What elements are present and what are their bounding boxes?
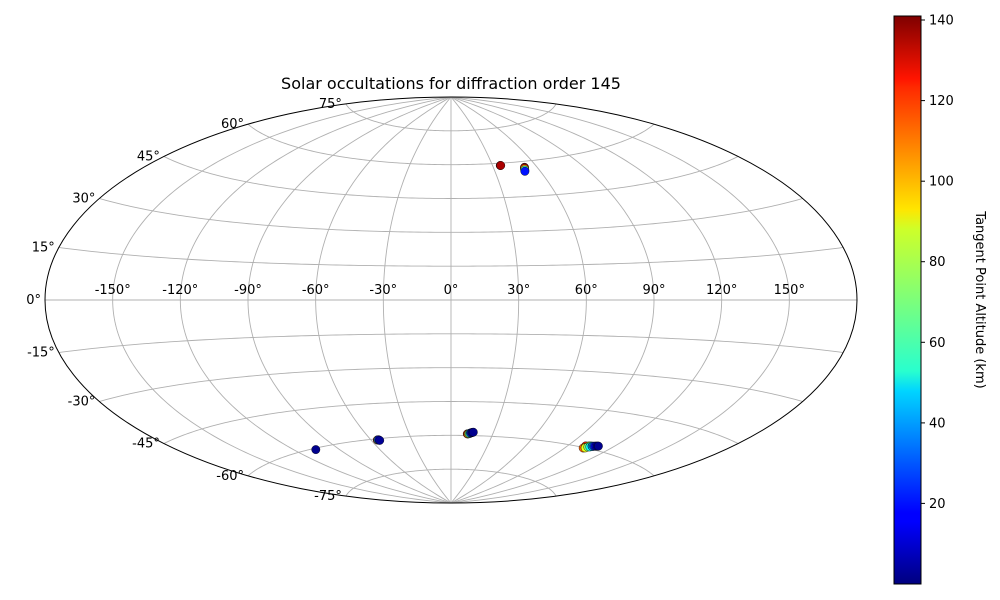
colorbar-tick-label: 20 (929, 497, 946, 512)
graticule (45, 97, 857, 503)
occultation-point (594, 441, 603, 451)
parallel-line (58, 333, 844, 353)
latitude-tick-labels: -75° -60° -45° -30° -15° 0° 15° 30° 45° 60° 75° (26, 97, 342, 504)
chart-title: Solar occultations for diffraction order… (281, 74, 621, 93)
longitude-tick-label: -90° (234, 283, 262, 298)
parallel-line (163, 401, 739, 444)
latitude-tick-label: -75° (314, 489, 342, 504)
parallel-line (58, 247, 844, 267)
colorbar-tick-label: 120 (929, 94, 954, 109)
latitude-tick-label: 15° (32, 241, 55, 256)
longitude-tick-label: 60° (575, 283, 598, 298)
colorbar-ticks: 20 40 60 80 100 120 140 (921, 14, 954, 512)
parallel-line (99, 367, 803, 402)
latitude-tick-label: 0° (26, 293, 41, 308)
occultation-point (468, 427, 478, 437)
colorbar-tick-label: 100 (929, 175, 954, 190)
colorbar-tick-label: 140 (929, 14, 954, 29)
longitude-tick-label: -120° (162, 283, 198, 298)
occultation-point (496, 161, 506, 170)
longitude-tick-labels: -150° -120° -90° -60° -30° 0° 30° 60° 90° 120° 150… (95, 283, 805, 298)
longitude-tick-label: 0° (444, 283, 459, 298)
parallel-line (163, 156, 739, 199)
latitude-tick-label: 60° (221, 117, 244, 132)
parallel-line (345, 103, 557, 132)
parallel-line (247, 123, 655, 166)
parallel-line (247, 434, 655, 477)
latitude-tick-label: -15° (27, 346, 55, 361)
occultation-point (375, 435, 385, 445)
latitude-tick-label: -60° (216, 469, 244, 484)
colorbar-gradient (893, 15, 922, 585)
colorbar-tick-label: 60 (929, 336, 946, 351)
occultation-point (311, 445, 321, 454)
latitude-tick-label: -45° (132, 437, 160, 452)
longitude-tick-label: 150° (774, 283, 805, 298)
colorbar-tick-label: 40 (929, 416, 946, 431)
colorbar: 20 40 60 80 100 120 140 Tangent Point Altitude… (893, 14, 987, 585)
colorbar-label: Tangent Point Altitude (km) (972, 210, 987, 388)
occultation-point (520, 166, 530, 176)
longitude-tick-label: 120° (706, 283, 737, 298)
latitude-tick-label: 30° (72, 192, 95, 207)
parallel-line (345, 468, 557, 497)
latitude-tick-label: 45° (137, 150, 160, 165)
longitude-tick-label: -30° (369, 283, 397, 298)
longitude-tick-label: 30° (507, 283, 530, 298)
occultation-points (311, 161, 603, 454)
parallel-line (99, 198, 803, 233)
longitude-tick-label: 90° (642, 283, 665, 298)
latitude-tick-label: -30° (68, 395, 96, 410)
latitude-tick-label: 75° (319, 97, 342, 112)
colorbar-tick-label: 80 (929, 255, 946, 270)
map-frame (44, 96, 858, 504)
longitude-tick-label: -60° (302, 283, 330, 298)
longitude-tick-label: -150° (95, 283, 131, 298)
